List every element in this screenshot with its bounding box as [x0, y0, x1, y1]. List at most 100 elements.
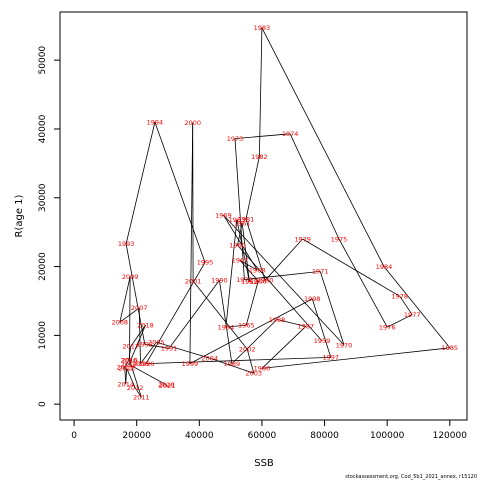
trajectory-segment-1993-1994	[125, 122, 156, 244]
trajectory-segment-1992-1993	[125, 243, 146, 345]
x-tick-label-100000: 100000	[370, 431, 405, 441]
trajectory-segment-2008-2009	[119, 276, 131, 323]
year-label-1986: 1986	[254, 365, 271, 373]
year-label-2004: 2004	[201, 354, 218, 362]
year-label-2005: 2005	[148, 339, 165, 347]
year-label-2016: 2016	[121, 356, 138, 364]
year-label-2017: 2017	[123, 343, 140, 351]
year-label-2006: 2006	[132, 360, 149, 368]
trajectory-segment-2002-2003	[246, 348, 255, 374]
x-tick-label-80000: 80000	[310, 431, 339, 441]
year-label-2003: 2003	[246, 370, 263, 378]
trajectory-segment-1965-1966	[245, 280, 259, 326]
year-label-2002: 2002	[239, 345, 256, 353]
trajectory-segment-1994-1995	[154, 121, 206, 263]
trajectory-lines	[119, 27, 451, 398]
trajectory-segment-2019-2020	[128, 363, 167, 386]
year-label-1963: 1963	[229, 216, 246, 224]
trajectory-segment-1975-1976	[338, 238, 388, 328]
year-label-1975: 1975	[331, 235, 348, 243]
year-label-1964: 1964	[218, 323, 235, 331]
trajectory-segment-2009-2010	[129, 276, 131, 361]
x-tick-label-20000: 20000	[122, 431, 151, 441]
trajectory-segment-1999-2000	[189, 122, 194, 364]
year-label-1997: 1997	[323, 354, 340, 362]
year-label-1989: 1989	[224, 360, 241, 368]
year-label-2014: 2014	[117, 381, 134, 389]
trajectory-segment-1979-1980	[264, 238, 303, 281]
year-label-1969: 1969	[215, 211, 232, 219]
year-label-2009: 2009	[122, 273, 139, 281]
x-axis: 0 20000 40000 60000 80000 100000 120000	[71, 419, 468, 441]
x-tick-label-0: 0	[71, 431, 77, 441]
year-label-1996: 1996	[138, 360, 155, 368]
trajectory-segment-1991-1992	[144, 343, 170, 349]
year-label-2000: 2000	[184, 119, 201, 127]
year-label-1959: 1959	[314, 337, 331, 345]
year-label-1991: 1991	[161, 345, 178, 353]
trajectory-segment-1978-1979	[302, 238, 400, 297]
y-tick-label-10000: 10000	[38, 321, 48, 350]
trajectory-segment-2006-2007	[138, 307, 141, 364]
y-axis: 0 10000 20000 30000 40000 50000	[38, 46, 61, 407]
trajectory-segment-2005-2006	[140, 342, 157, 364]
trajectory-segment-1974-1975	[289, 133, 340, 240]
trajectory-segment-1987-1988	[276, 319, 306, 327]
trajectory-segment-1990-1991	[168, 280, 220, 349]
trajectory-segment-2016-2017	[128, 346, 132, 361]
year-label-2001: 2001	[185, 277, 202, 285]
x-tick-label-40000: 40000	[185, 431, 214, 441]
trajectory-segment-1996-1997	[146, 357, 331, 364]
year-label-1995: 1995	[197, 259, 214, 267]
year-label-2020: 2020	[158, 381, 175, 389]
year-label-2012: 2012	[127, 384, 144, 392]
year-label-1962: 1962	[241, 278, 258, 286]
trajectory-segment-1998-1999	[189, 298, 313, 364]
year-label-2011: 2011	[133, 394, 150, 402]
year-label-1972: 1972	[236, 276, 253, 284]
year-label-1998: 1998	[304, 295, 321, 303]
trajectory-segment-1968-1969	[223, 214, 258, 271]
year-label-1976: 1976	[379, 323, 396, 331]
year-label-1990: 1990	[211, 277, 228, 285]
trajectory-segment-1995-1996	[145, 262, 206, 364]
trajectory-segment-2017-2018	[130, 324, 146, 347]
year-label-1984: 1984	[376, 263, 393, 271]
year-label-1966: 1966	[250, 277, 267, 285]
year-label-1974: 1974	[282, 130, 299, 138]
year-label-1978: 1978	[391, 293, 408, 301]
year-label-1961: 1961	[234, 220, 251, 228]
trajectory-segment-2018-2019	[128, 324, 146, 365]
trajectory-segment-2012-2013	[126, 368, 136, 388]
year-label-1987: 1987	[298, 323, 315, 331]
trajectory-segment-2014-2015	[124, 366, 127, 385]
year-label-2013: 2013	[118, 365, 135, 373]
year-label-1999: 1999	[182, 360, 199, 368]
year-label-1968: 1968	[249, 266, 266, 274]
year-label-1985: 1985	[442, 344, 459, 352]
trajectory-segment-2004-2005	[156, 341, 210, 359]
x-tick-label-120000: 120000	[433, 431, 468, 441]
trajectory-segment-1976-1977	[387, 314, 413, 328]
year-label-2018: 2018	[137, 321, 154, 329]
year-label-1982: 1982	[251, 153, 268, 161]
year-label-1992: 1992	[137, 341, 154, 349]
year-label-1994: 1994	[147, 118, 164, 126]
year-label-1970: 1970	[336, 341, 353, 349]
trajectory-segment-1986-1987	[261, 326, 307, 369]
trajectory-segment-1973-1974	[234, 133, 291, 139]
y-tick-label-40000: 40000	[38, 114, 48, 143]
year-label-1983: 1983	[254, 24, 271, 32]
year-label-1960: 1960	[229, 242, 246, 250]
trajectory-segment-1970-1971	[319, 271, 345, 346]
year-label-2019: 2019	[121, 361, 138, 369]
year-label-2021: 2021	[159, 382, 176, 390]
trajectory-segment-2003-2004	[209, 357, 254, 374]
trajectory-segment-1982-1983	[259, 27, 263, 157]
trajectory-segment-1969-1970	[223, 214, 345, 346]
trajectory-segment-1981-1982	[245, 156, 260, 220]
y-axis-title: R(age 1)	[14, 194, 25, 237]
year-label-1993: 1993	[118, 240, 135, 248]
trajectory-segment-1961-1962	[241, 223, 250, 282]
x-tick-label-60000: 60000	[248, 431, 277, 441]
